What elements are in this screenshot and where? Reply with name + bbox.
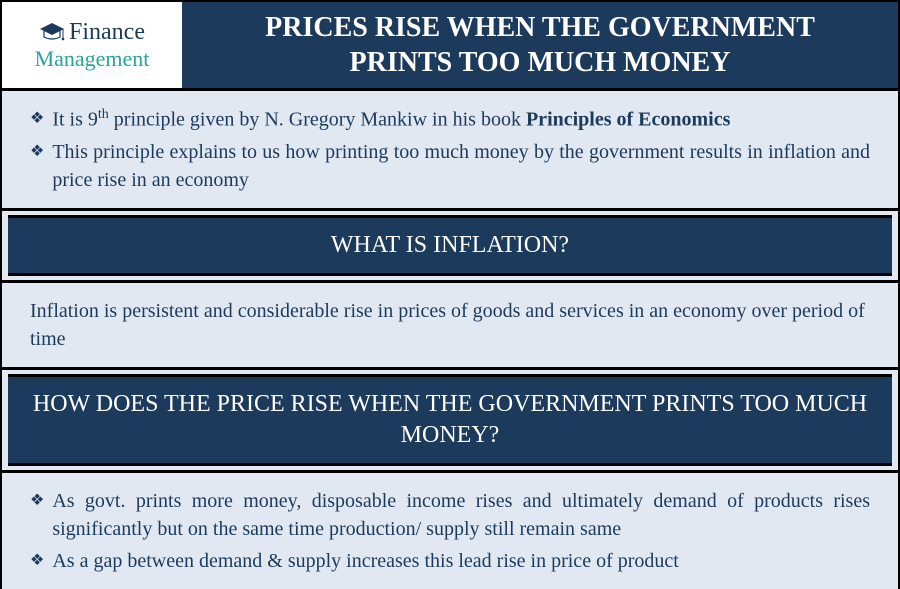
section2-body: ❖ As govt. prints more money, disposable… <box>2 473 898 589</box>
section2-heading: HOW DOES THE PRICE RISE WHEN THE GOVERNM… <box>8 374 892 466</box>
intro-bullet-1: ❖ It is 9th principle given by N. Gregor… <box>30 105 870 134</box>
section1-heading-wrap: WHAT IS INFLATION? <box>2 211 898 283</box>
logo-top-row: Finance <box>39 19 145 46</box>
section2-bullet-2-text: As a gap between demand & supply increas… <box>52 547 678 575</box>
intro-bullet-2-text: This principle explains to us how printi… <box>52 138 870 194</box>
logo-line1: Finance <box>69 19 145 46</box>
diamond-icon: ❖ <box>30 547 44 575</box>
logo-line2: Management <box>35 46 150 72</box>
intro-bullet-2: ❖ This principle explains to us how prin… <box>30 138 870 194</box>
infographic-container: Finance Management PRICES RISE WHEN THE … <box>2 2 898 569</box>
main-title: PRICES RISE WHEN THE GOVERNMENT PRINTS T… <box>182 2 898 88</box>
intro-bullet-1-text: It is 9th principle given by N. Gregory … <box>52 105 730 134</box>
intro-b1-bold: Principles of Economics <box>526 109 730 131</box>
section2-bullet-2: ❖ As a gap between demand & supply incre… <box>30 547 870 575</box>
diamond-icon: ❖ <box>30 138 44 166</box>
section1-heading: WHAT IS INFLATION? <box>8 215 892 276</box>
section2-bullet-1: ❖ As govt. prints more money, disposable… <box>30 487 870 543</box>
header-row: Finance Management PRICES RISE WHEN THE … <box>2 2 898 91</box>
diamond-icon: ❖ <box>30 487 44 515</box>
logo-cell: Finance Management <box>2 2 182 88</box>
section2-heading-wrap: HOW DOES THE PRICE RISE WHEN THE GOVERNM… <box>2 370 898 473</box>
intro-b1-rest: principle given by N. Gregory Mankiw in … <box>109 109 526 131</box>
graduation-cap-icon <box>39 21 65 43</box>
diamond-icon: ❖ <box>30 105 44 133</box>
section2-bullet-1-text: As govt. prints more money, disposable i… <box>52 487 870 543</box>
intro-b1-sup: th <box>98 107 109 122</box>
intro-b1-prefix: It is 9 <box>52 109 98 131</box>
intro-block: ❖ It is 9th principle given by N. Gregor… <box>2 91 898 211</box>
section1-body: Inflation is persistent and considerable… <box>2 283 898 370</box>
